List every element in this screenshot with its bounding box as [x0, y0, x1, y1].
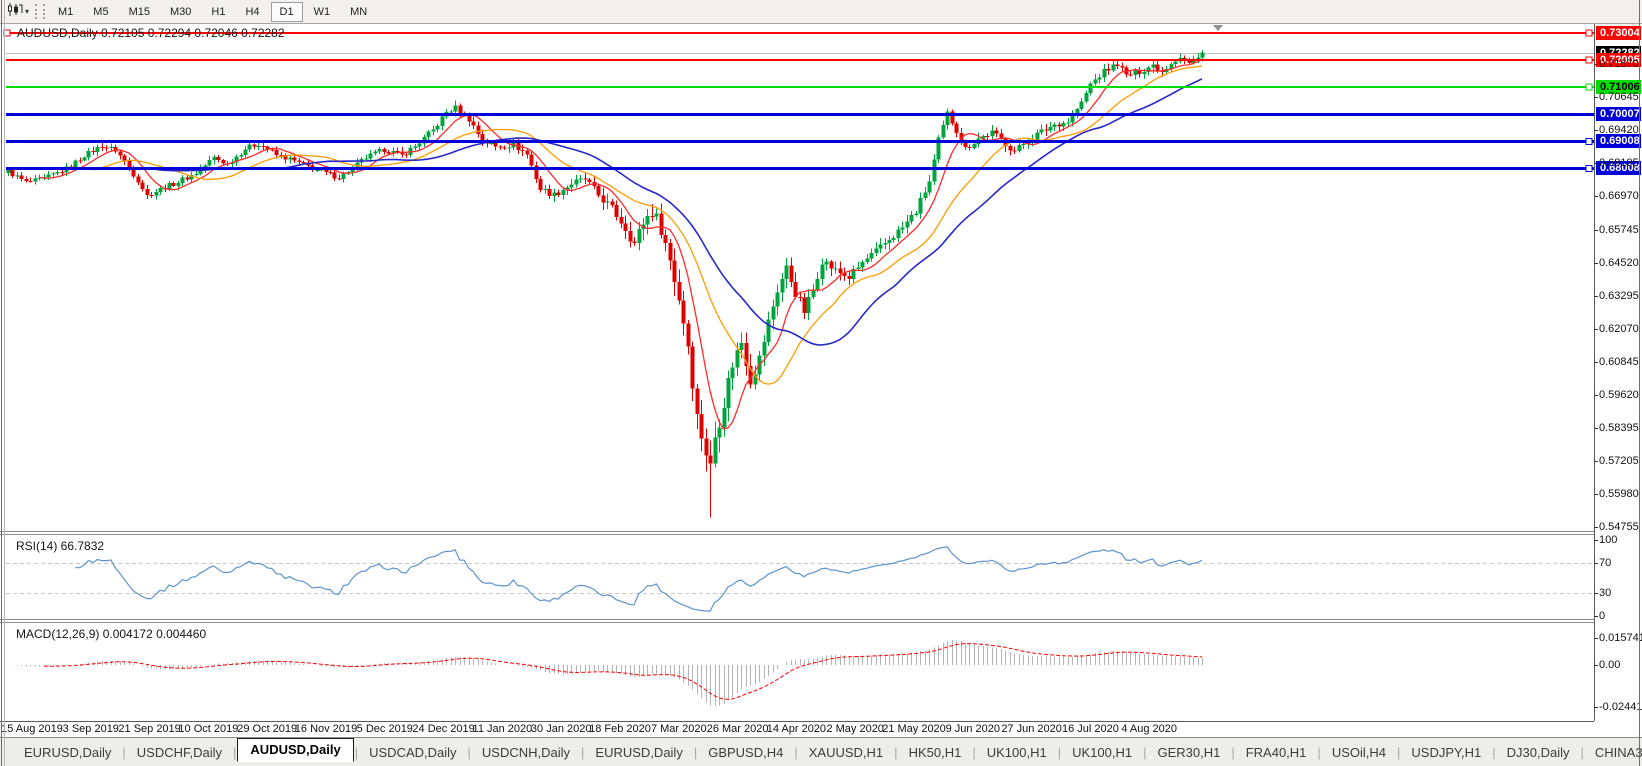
- candlestick-series: [6, 50, 1205, 518]
- tab-separator: |: [1143, 744, 1147, 760]
- tab-AUDUSD-Daily[interactable]: AUDUSD,Daily: [237, 737, 354, 762]
- timeframe-button-M1[interactable]: M1: [58, 5, 74, 18]
- chart-dropdown-button[interactable]: ▾: [4, 1, 32, 23]
- tab-XAUUSD-H1[interactable]: XAUUSD,H1: [808, 744, 884, 760]
- tab-GBPUSD-H4[interactable]: GBPUSD,H4: [708, 744, 784, 760]
- tab-UK100-H1[interactable]: UK100,H1: [1072, 744, 1133, 760]
- timeframe-button-W1[interactable]: W1: [313, 5, 331, 18]
- timeframe-button-MN[interactable]: MN: [350, 5, 368, 18]
- tab-separator: |: [467, 744, 471, 760]
- tab-USDCHF-Daily[interactable]: USDCHF,Daily: [136, 744, 223, 760]
- tab-separator: |: [1231, 744, 1235, 760]
- tab-USDJPY-H1[interactable]: USDJPY,H1: [1411, 744, 1482, 760]
- chevron-down-icon: ▾: [25, 7, 30, 16]
- tab-separator: |: [693, 744, 698, 760]
- timeframe-button-H1[interactable]: H1: [211, 5, 226, 18]
- tab-EURUSD-Daily[interactable]: EURUSD,Daily: [595, 744, 683, 760]
- window-right-edge: [1639, 0, 1640, 766]
- tab-separator: |: [1317, 744, 1321, 760]
- window-left-edge: [1, 0, 2, 766]
- timeframe-button-D1[interactable]: D1: [270, 1, 303, 22]
- tab-separator: |: [233, 744, 237, 760]
- timeframe-button-M15[interactable]: M15: [128, 5, 150, 18]
- toolbar-grip: [43, 4, 46, 19]
- tab-separator: |: [972, 744, 976, 760]
- tab-separator: |: [122, 744, 126, 760]
- tab-HK50-H1[interactable]: HK50,H1: [908, 744, 962, 760]
- tab-GER30-H1[interactable]: GER30,H1: [1157, 744, 1221, 760]
- timeframe-button-H4[interactable]: H4: [245, 5, 260, 18]
- tab-DJ30-Daily[interactable]: DJ30,Daily: [1506, 744, 1570, 760]
- tab-FRA40-H1[interactable]: FRA40,H1: [1245, 744, 1307, 760]
- timeframe-toolbar: ▾ M1 M5 M15 M30 H1 H4 D1 W1 MN: [0, 0, 1642, 24]
- toolbar-grip: [35, 4, 38, 19]
- tab-separator: |: [894, 744, 898, 760]
- macd-histogram: [12, 640, 1203, 707]
- moving-average-20: [92, 65, 1203, 385]
- chart-tabs-bar: EURUSD,Daily | USDCHF,Daily | AUDUSD,Daily | U…: [0, 737, 1642, 766]
- tab-separator: |: [1397, 744, 1401, 760]
- macd-signal-line: [43, 643, 1203, 700]
- tab-separator: |: [1057, 744, 1062, 760]
- candlestick-chart-icon: [7, 2, 23, 22]
- moving-average-8: [39, 59, 1203, 430]
- timeframe-buttons: M1 M5 M15 M30 H1 H4 D1 W1 MN: [48, 1, 377, 22]
- moving-average-34: [155, 78, 1203, 346]
- tab-EURUSD-Daily[interactable]: EURUSD,Daily: [24, 744, 112, 760]
- tab-USDCNH-Daily[interactable]: USDCNH,Daily: [481, 744, 571, 760]
- tab-CHINA300-H1[interactable]: CHINA300,H1: [1594, 744, 1642, 760]
- window-left-edge-inner: [4, 0, 5, 766]
- tab-separator: |: [794, 744, 798, 760]
- tab-USDCAD-Daily[interactable]: USDCAD,Daily: [369, 744, 457, 760]
- tab-separator: |: [581, 744, 585, 760]
- tab-separator: |: [354, 744, 359, 760]
- tab-separator: |: [1492, 744, 1496, 760]
- tab-UK100-H1[interactable]: UK100,H1: [986, 744, 1047, 760]
- chart-shift-marker: [1213, 25, 1223, 31]
- tab-separator: |: [1580, 744, 1584, 760]
- rsi-line: [75, 546, 1203, 612]
- tab-USOil-H4[interactable]: USOil,H4: [1331, 744, 1386, 760]
- timeframe-button-M30[interactable]: M30: [169, 5, 192, 18]
- timeframe-button-M5[interactable]: M5: [93, 5, 109, 18]
